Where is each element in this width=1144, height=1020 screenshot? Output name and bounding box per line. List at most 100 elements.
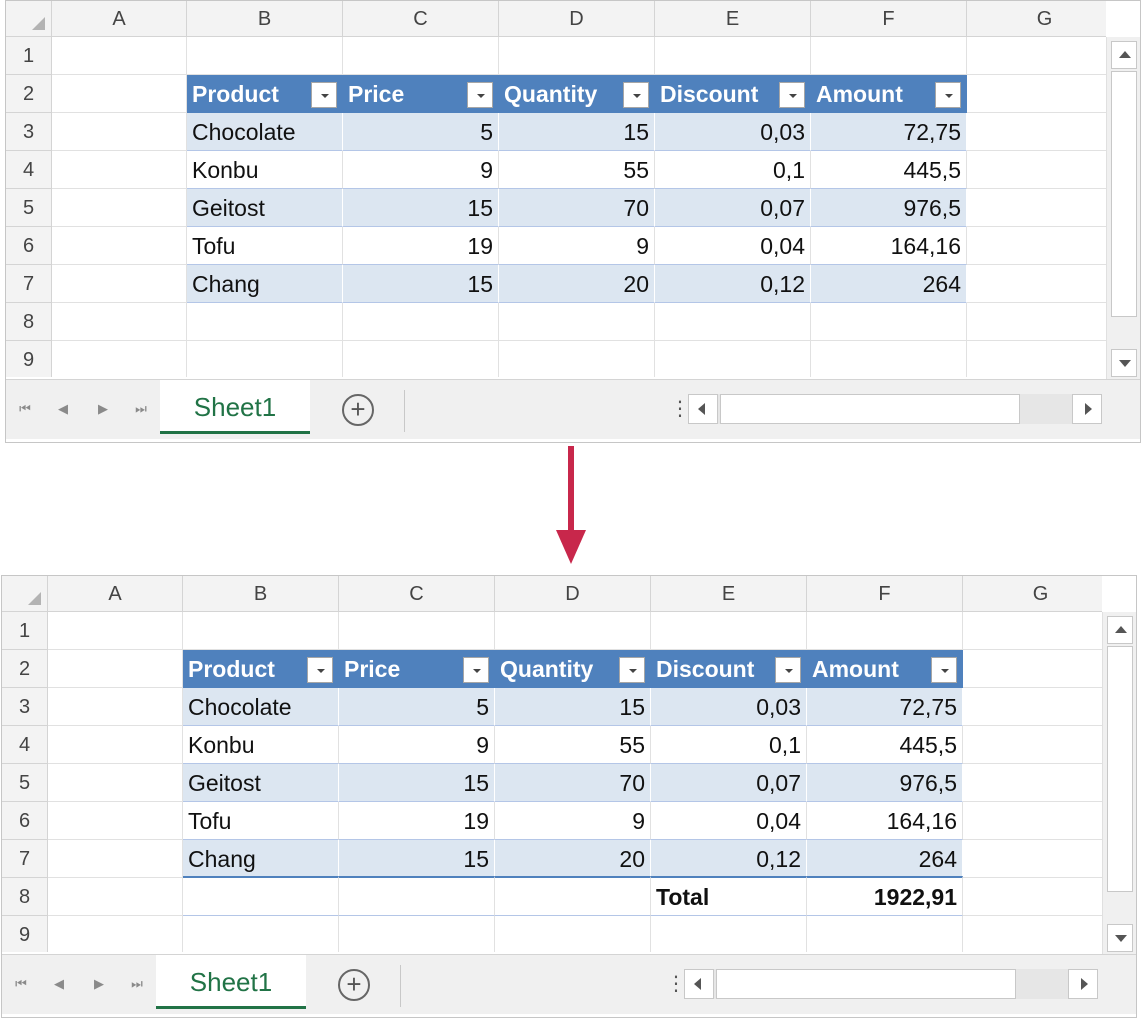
empty-cell[interactable] — [963, 764, 1102, 802]
product-cell[interactable]: Geitost — [187, 189, 343, 227]
empty-cell[interactable] — [339, 612, 495, 650]
row-header-1[interactable]: 1 — [2, 612, 48, 650]
total-label[interactable]: Total — [651, 876, 807, 916]
table-header-cell[interactable]: Product — [187, 75, 343, 113]
vertical-scroll-thumb[interactable] — [1107, 646, 1133, 892]
column-header-c[interactable]: C — [343, 1, 499, 37]
empty-cell[interactable] — [963, 650, 1102, 688]
filter-dropdown-icon[interactable] — [467, 82, 493, 108]
value-cell[interactable]: 15 — [343, 189, 499, 227]
empty-cell[interactable] — [655, 303, 811, 341]
add-sheet-icon[interactable]: + — [342, 394, 374, 426]
empty-cell[interactable] — [655, 37, 811, 75]
value-cell[interactable]: 15 — [339, 840, 495, 878]
empty-cell[interactable] — [187, 303, 343, 341]
empty-cell[interactable] — [967, 113, 1106, 151]
total-row-cell[interactable] — [339, 876, 495, 916]
product-cell[interactable]: Tofu — [187, 227, 343, 265]
empty-cell[interactable] — [963, 840, 1102, 878]
empty-cell[interactable] — [48, 840, 183, 878]
empty-cell[interactable] — [48, 764, 183, 802]
empty-cell[interactable] — [499, 303, 655, 341]
empty-cell[interactable] — [52, 37, 187, 75]
column-header-f[interactable]: F — [811, 1, 967, 37]
table-header-cell[interactable]: Quantity — [499, 75, 655, 113]
value-cell[interactable]: 0,1 — [655, 151, 811, 189]
empty-cell[interactable] — [48, 650, 183, 688]
column-header-f[interactable]: F — [807, 576, 963, 612]
value-cell[interactable]: 445,5 — [811, 151, 967, 189]
empty-cell[interactable] — [52, 265, 187, 303]
horizontal-scroll-thumb[interactable] — [720, 394, 1020, 424]
cell-grid[interactable]: A B C D E F G 1 2 3 4 5 6 7 8 9 Product Price Quantity Disc… — [2, 576, 1102, 952]
empty-cell[interactable] — [967, 75, 1106, 113]
value-cell[interactable]: 70 — [495, 764, 651, 802]
filter-dropdown-icon[interactable] — [463, 657, 489, 683]
product-cell[interactable]: Chang — [183, 840, 339, 878]
value-cell[interactable]: 0,04 — [651, 802, 807, 840]
empty-cell[interactable] — [339, 916, 495, 952]
row-header-4[interactable]: 4 — [2, 726, 48, 764]
sheet-tab-sheet1[interactable]: Sheet1 — [156, 955, 306, 1009]
prev-sheet-button[interactable]: ◀ — [58, 401, 68, 416]
value-cell[interactable]: 55 — [495, 726, 651, 764]
scroll-right-button[interactable] — [1072, 394, 1102, 424]
table-header-cell[interactable]: Amount — [811, 75, 967, 113]
value-cell[interactable]: 0,07 — [651, 764, 807, 802]
empty-cell[interactable] — [811, 37, 967, 75]
total-value[interactable]: 1922,91 — [807, 876, 963, 916]
value-cell[interactable]: 976,5 — [807, 764, 963, 802]
empty-cell[interactable] — [48, 916, 183, 952]
product-cell[interactable]: Chang — [187, 265, 343, 303]
empty-cell[interactable] — [963, 802, 1102, 840]
empty-cell[interactable] — [651, 916, 807, 952]
last-sheet-button[interactable]: ⏭ — [135, 401, 147, 416]
horizontal-scrollbar[interactable] — [684, 969, 1098, 999]
column-header-e[interactable]: E — [655, 1, 811, 37]
product-cell[interactable]: Chocolate — [183, 688, 339, 726]
total-row-cell[interactable] — [183, 876, 339, 916]
empty-cell[interactable] — [967, 265, 1106, 303]
column-header-g[interactable]: G — [967, 1, 1106, 37]
value-cell[interactable]: 19 — [339, 802, 495, 840]
empty-cell[interactable] — [187, 37, 343, 75]
row-header-5[interactable]: 5 — [6, 189, 52, 227]
empty-cell[interactable] — [52, 189, 187, 227]
row-header-1[interactable]: 1 — [6, 37, 52, 75]
value-cell[interactable]: 9 — [499, 227, 655, 265]
value-cell[interactable]: 976,5 — [811, 189, 967, 227]
sheet-tab-sheet1[interactable]: Sheet1 — [160, 380, 310, 434]
empty-cell[interactable] — [52, 113, 187, 151]
value-cell[interactable]: 264 — [807, 840, 963, 878]
value-cell[interactable]: 15 — [499, 113, 655, 151]
scroll-right-button[interactable] — [1068, 969, 1098, 999]
scroll-left-button[interactable] — [684, 969, 714, 999]
filter-dropdown-icon[interactable] — [775, 657, 801, 683]
empty-cell[interactable] — [655, 341, 811, 377]
value-cell[interactable]: 445,5 — [807, 726, 963, 764]
value-cell[interactable]: 72,75 — [807, 688, 963, 726]
empty-cell[interactable] — [48, 688, 183, 726]
empty-cell[interactable] — [963, 726, 1102, 764]
empty-cell[interactable] — [495, 612, 651, 650]
first-sheet-button[interactable]: ⏮ — [15, 976, 27, 991]
product-cell[interactable]: Konbu — [183, 726, 339, 764]
product-cell[interactable]: Tofu — [183, 802, 339, 840]
row-header-7[interactable]: 7 — [6, 265, 52, 303]
value-cell[interactable]: 19 — [343, 227, 499, 265]
scroll-left-button[interactable] — [688, 394, 718, 424]
column-header-b[interactable]: B — [183, 576, 339, 612]
value-cell[interactable]: 5 — [343, 113, 499, 151]
horizontal-scrollbar[interactable] — [688, 394, 1102, 424]
column-header-a[interactable]: A — [48, 576, 183, 612]
empty-cell[interactable] — [651, 612, 807, 650]
row-header-8[interactable]: 8 — [6, 303, 52, 341]
value-cell[interactable]: 0,04 — [655, 227, 811, 265]
value-cell[interactable]: 9 — [495, 802, 651, 840]
empty-cell[interactable] — [499, 37, 655, 75]
column-header-b[interactable]: B — [187, 1, 343, 37]
scroll-up-button[interactable] — [1107, 616, 1133, 644]
tab-splitter-handle[interactable]: ⋮ — [666, 973, 686, 995]
vertical-scrollbar[interactable] — [1102, 612, 1136, 954]
empty-cell[interactable] — [183, 916, 339, 952]
